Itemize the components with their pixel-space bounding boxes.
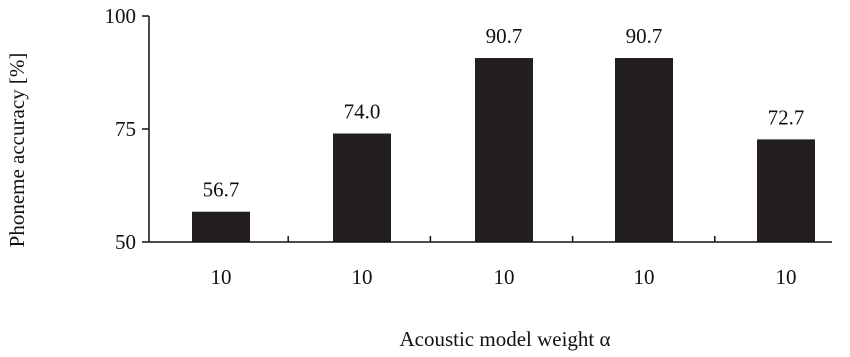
- x-tick-label: 10: [352, 265, 373, 289]
- bar-value-label: 72.7: [768, 105, 805, 129]
- x-tick-label: 10: [494, 265, 515, 289]
- bar: [192, 211, 250, 242]
- x-axis-title: Acoustic model weight α: [399, 327, 610, 351]
- bar-value-label: 74.0: [344, 100, 381, 124]
- bar-value-label: 90.7: [486, 24, 523, 48]
- bar: [475, 58, 533, 243]
- bar-value-label: 90.7: [626, 24, 663, 48]
- x-tick-label: 10: [634, 265, 655, 289]
- bar: [615, 58, 673, 243]
- y-axis: 50 75 100: [105, 4, 150, 254]
- data-labels-group: 56.7 74.0 90.7 90.7 72.7: [203, 24, 805, 202]
- bar-value-label: 56.7: [203, 178, 240, 202]
- y-tick-label: 100: [105, 4, 137, 28]
- x-tick-label: 10: [211, 265, 232, 289]
- x-tick-label: 10: [776, 265, 797, 289]
- y-axis-title: Phoneme accuracy [%]: [5, 53, 29, 248]
- bar: [333, 133, 391, 242]
- y-tick-label: 50: [115, 230, 136, 254]
- bars-group: [192, 58, 815, 243]
- y-tick-label: 75: [115, 117, 136, 141]
- bar: [757, 139, 815, 242]
- x-axis: 10 10 10 10 10: [149, 236, 832, 289]
